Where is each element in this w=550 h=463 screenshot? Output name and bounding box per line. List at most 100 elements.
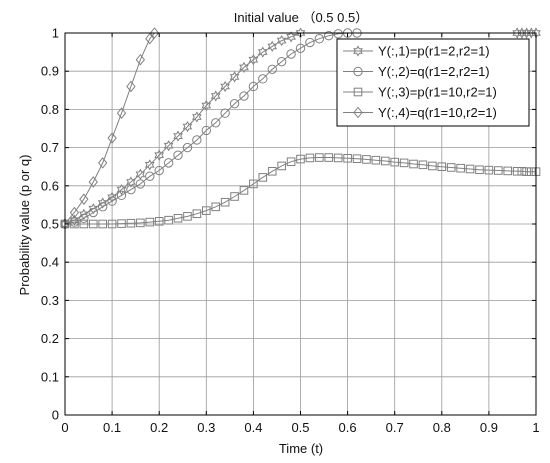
data-point bbox=[201, 99, 212, 112]
legend-box bbox=[336, 38, 530, 127]
legend-item: Y(:,2)=q(r1=2,r2=1) bbox=[343, 64, 490, 79]
data-point bbox=[343, 153, 352, 163]
data-point bbox=[371, 155, 381, 165]
data-point bbox=[258, 74, 268, 84]
data-point bbox=[116, 184, 127, 196]
data-point bbox=[107, 196, 117, 206]
data-point bbox=[117, 219, 126, 228]
data-point bbox=[295, 27, 306, 39]
data-point bbox=[192, 209, 202, 218]
y-tick-label: 0.6 bbox=[41, 178, 59, 193]
data-point bbox=[526, 167, 536, 176]
x-tick-label: 0.9 bbox=[480, 420, 498, 435]
data-point bbox=[296, 154, 305, 164]
data-point bbox=[229, 98, 240, 109]
data-point bbox=[512, 166, 522, 176]
x-tick-label: 0.8 bbox=[433, 420, 451, 435]
data-point bbox=[276, 35, 287, 47]
data-point bbox=[517, 166, 527, 176]
legend-label: Y(:,4)=q(r1=10,r2=1) bbox=[378, 105, 497, 120]
ticks bbox=[64, 32, 537, 416]
data-point bbox=[428, 161, 437, 171]
data-point bbox=[88, 207, 98, 218]
legend-marker bbox=[353, 106, 363, 119]
data-point bbox=[305, 153, 315, 163]
data-point bbox=[315, 153, 324, 162]
data-point bbox=[149, 27, 160, 39]
data-point bbox=[154, 149, 165, 161]
x-tick-label: 0 bbox=[61, 420, 68, 435]
data-point bbox=[267, 166, 277, 176]
data-point bbox=[305, 37, 315, 48]
data-point bbox=[475, 165, 484, 175]
data-point bbox=[88, 219, 98, 229]
data-point bbox=[107, 191, 117, 203]
y-tick-label: 0.9 bbox=[41, 64, 59, 79]
data-point bbox=[465, 164, 475, 174]
data-point bbox=[362, 155, 371, 164]
series-line bbox=[65, 157, 536, 225]
data-point bbox=[173, 213, 183, 223]
data-point bbox=[135, 53, 146, 66]
legend-label: Y(:,2)=q(r1=2,r2=1) bbox=[378, 64, 490, 79]
y-tick-label: 0.8 bbox=[41, 102, 59, 117]
data-point bbox=[220, 80, 230, 93]
data-point bbox=[286, 157, 296, 167]
series-4 bbox=[60, 27, 160, 230]
data-point bbox=[154, 165, 164, 176]
series-line bbox=[64, 32, 357, 225]
data-point bbox=[116, 107, 127, 120]
data-point bbox=[267, 40, 278, 52]
data-point bbox=[239, 91, 249, 101]
data-point bbox=[79, 193, 89, 205]
y-tick-label: 1 bbox=[52, 26, 59, 41]
data-point bbox=[135, 168, 146, 180]
data-point bbox=[512, 27, 522, 39]
data-point bbox=[380, 156, 390, 166]
legend-marker bbox=[353, 66, 363, 77]
data-point bbox=[173, 150, 183, 160]
data-point bbox=[418, 160, 428, 170]
data-point bbox=[210, 90, 221, 102]
data-point bbox=[249, 179, 258, 189]
data-point bbox=[97, 197, 108, 209]
data-point bbox=[97, 202, 108, 212]
data-point bbox=[220, 197, 230, 207]
data-point bbox=[276, 56, 287, 67]
data-point bbox=[211, 202, 221, 212]
legend-marker bbox=[353, 45, 363, 57]
data-point bbox=[88, 203, 99, 215]
data-point bbox=[126, 80, 136, 93]
data-point bbox=[145, 171, 155, 181]
tick-labels: 0 0.1 0.2 0.3 0.4 0.5 0.6 0.7 0.8 0.9 1 0 0.1 0.2 0.3 0… bbox=[41, 26, 540, 436]
chart-title: Initial value （0.5 0.5） bbox=[234, 10, 368, 25]
data-point bbox=[446, 163, 456, 172]
data-point bbox=[324, 30, 334, 41]
data-point bbox=[211, 118, 221, 128]
legend: Y(:,1)=p(r1=2,r2=1) Y(:,2)=q(r1=2,r2=1) Y(… bbox=[336, 38, 530, 127]
data-point bbox=[126, 176, 136, 188]
data-point bbox=[521, 27, 532, 39]
legend-item: Y(:,3)=p(r1=10,r2=1) bbox=[343, 85, 497, 100]
data-point bbox=[88, 176, 98, 188]
data-point bbox=[522, 167, 531, 176]
data-point bbox=[164, 215, 173, 225]
data-point bbox=[456, 163, 465, 173]
data-point bbox=[154, 217, 164, 226]
data-point bbox=[503, 166, 513, 176]
x-tick-label: 0.4 bbox=[244, 420, 262, 435]
data-point bbox=[409, 159, 418, 169]
data-point bbox=[126, 184, 136, 195]
data-point bbox=[239, 186, 249, 195]
data-point bbox=[182, 142, 193, 153]
x-axis-label: Time (t) bbox=[279, 441, 323, 456]
data-point bbox=[183, 212, 192, 221]
data-point bbox=[258, 173, 268, 182]
data-point bbox=[79, 213, 89, 223]
data-point bbox=[98, 157, 108, 169]
data-point bbox=[163, 140, 174, 152]
data-point bbox=[145, 217, 155, 227]
x-tick-label: 0.1 bbox=[103, 420, 121, 435]
data-point bbox=[248, 54, 259, 66]
